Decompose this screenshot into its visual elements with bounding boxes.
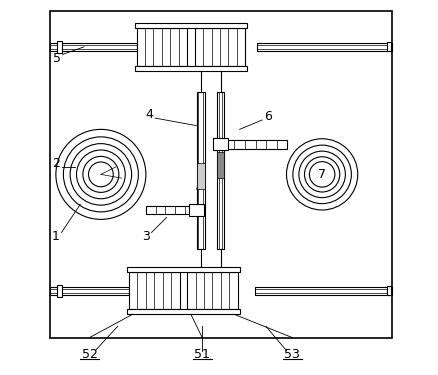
Bar — [137, 28, 187, 66]
Bar — [257, 43, 392, 51]
Bar — [194, 28, 245, 66]
Text: 3: 3 — [142, 230, 150, 243]
Bar — [57, 285, 61, 297]
Bar — [189, 204, 205, 216]
Text: 7: 7 — [318, 168, 326, 181]
Bar — [127, 309, 240, 314]
Bar — [134, 23, 247, 28]
Text: 5: 5 — [53, 52, 61, 64]
Text: 53: 53 — [284, 348, 300, 361]
Text: 52: 52 — [82, 348, 98, 361]
Bar — [187, 272, 238, 309]
Text: 6: 6 — [264, 110, 272, 123]
Text: 4: 4 — [146, 108, 154, 121]
Bar — [134, 66, 247, 70]
Bar — [146, 206, 204, 214]
Bar — [217, 92, 224, 249]
Bar — [129, 272, 180, 309]
Bar — [254, 286, 392, 295]
Text: 51: 51 — [194, 348, 210, 361]
Bar — [50, 43, 137, 51]
Bar — [50, 11, 392, 338]
Bar — [197, 92, 205, 249]
Bar — [224, 140, 287, 148]
Text: 1: 1 — [52, 230, 60, 243]
Text: 2: 2 — [52, 157, 60, 170]
Bar — [57, 41, 61, 53]
Bar — [387, 286, 391, 295]
Bar — [50, 286, 129, 295]
Bar — [127, 267, 240, 272]
Bar — [213, 138, 228, 150]
Bar — [217, 152, 224, 178]
Bar — [197, 163, 205, 189]
Bar — [387, 42, 391, 51]
